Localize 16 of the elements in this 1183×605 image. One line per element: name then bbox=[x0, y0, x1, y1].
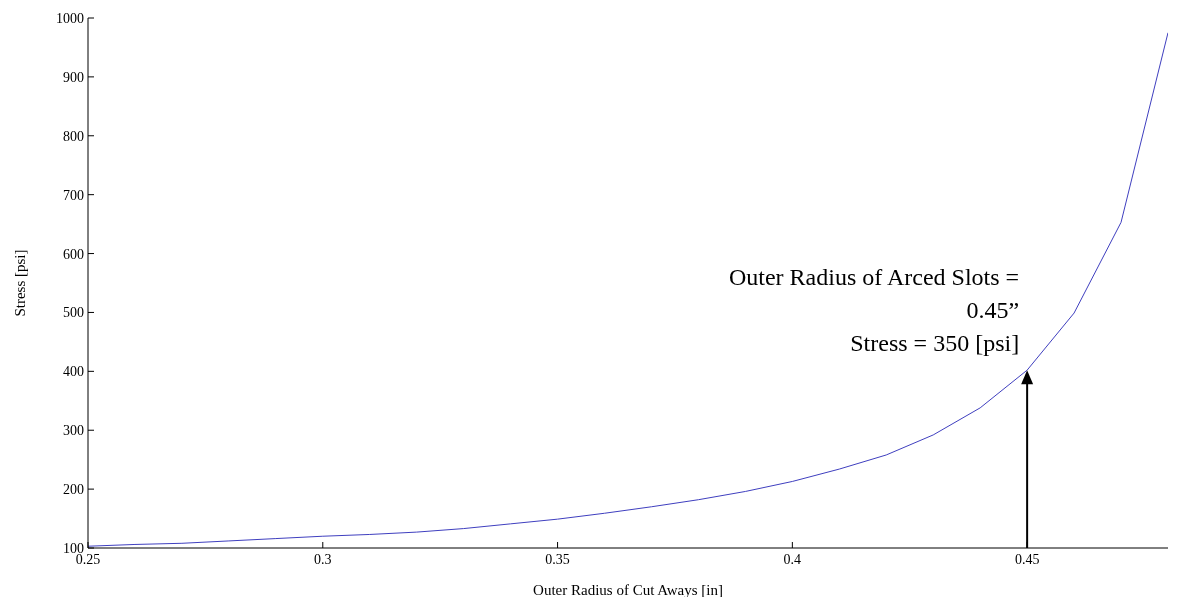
y-tick-label: 200 bbox=[63, 482, 84, 498]
x-tick-label: 0.45 bbox=[1014, 551, 1040, 567]
y-tick-label: 400 bbox=[63, 364, 84, 380]
y-tick-label: 1000 bbox=[56, 10, 84, 26]
y-tick-label: 500 bbox=[63, 305, 84, 321]
y-tick-label: 700 bbox=[63, 187, 84, 203]
annotation: Outer Radius of Arced Slots = 0.45” Stress = 350 [psi] bbox=[728, 263, 1020, 359]
y-tick-label: 800 bbox=[63, 128, 84, 144]
x-tick-label: 0.4 bbox=[783, 551, 802, 567]
y-tick-label: 600 bbox=[63, 246, 84, 262]
y-tick-label: 300 bbox=[63, 423, 84, 439]
y-axis-title: Stress [psi] bbox=[12, 249, 29, 317]
y-tick-label: 900 bbox=[63, 69, 84, 85]
x-tick-label: 0.3 bbox=[314, 551, 332, 567]
y-tick-label: 100 bbox=[63, 540, 84, 556]
x-tick-label: 0.35 bbox=[545, 551, 570, 567]
